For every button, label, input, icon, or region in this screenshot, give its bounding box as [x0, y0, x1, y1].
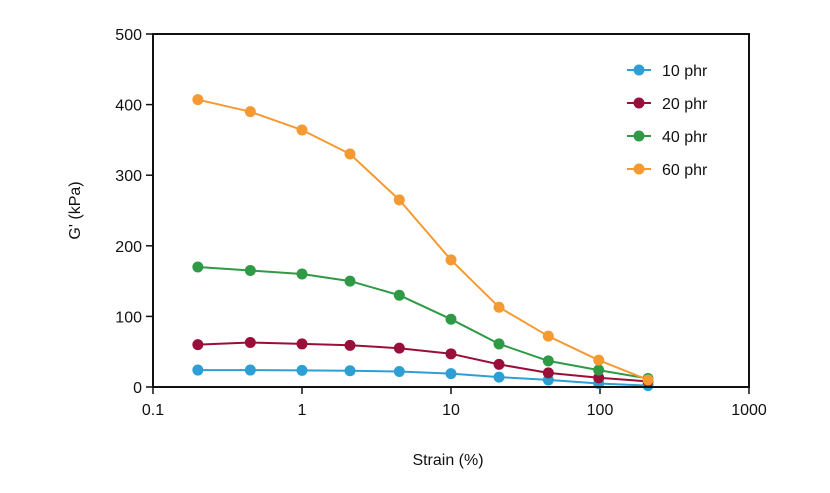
legend-label: 10 phr — [662, 63, 708, 80]
data-point — [593, 364, 605, 376]
legend-label: 20 phr — [662, 96, 708, 113]
data-point — [445, 254, 457, 266]
data-point — [493, 338, 505, 350]
y-tick-label: 100 — [115, 309, 142, 326]
series-line — [197, 98, 649, 381]
legend-label: 60 phr — [662, 162, 708, 179]
legend-item: 60 phr — [627, 162, 708, 179]
data-point — [296, 268, 308, 280]
y-tick-label: 0 — [133, 380, 142, 397]
legend-item: 40 phr — [627, 129, 708, 146]
data-point — [542, 330, 554, 342]
legend-swatch-marker — [633, 97, 645, 109]
data-point — [393, 342, 405, 354]
series-line — [197, 266, 649, 380]
x-tick-label: 0.1 — [142, 402, 164, 419]
plot-frame — [152, 33, 750, 388]
data-point — [192, 364, 204, 376]
data-point — [393, 194, 405, 206]
data-point — [593, 372, 605, 384]
data-point — [244, 106, 256, 118]
legend-label: 40 phr — [662, 129, 708, 146]
legend-item: 10 phr — [627, 63, 708, 80]
legend-swatch-marker — [633, 130, 645, 142]
y-axis-ticks: 0 100 200 300 400 500 — [115, 27, 153, 397]
y-tick-label: 200 — [115, 239, 142, 256]
data-point — [493, 301, 505, 313]
series-line — [197, 341, 649, 383]
data-point — [192, 339, 204, 351]
y-tick-label: 400 — [115, 98, 142, 115]
data-point — [493, 371, 505, 383]
data-point — [244, 265, 256, 277]
series-40-phr — [192, 261, 654, 385]
data-point — [244, 364, 256, 376]
data-point — [542, 355, 554, 367]
data-point — [445, 348, 457, 360]
series-20-phr — [192, 337, 654, 387]
data-point — [344, 275, 356, 287]
legend-swatch-marker — [633, 163, 645, 175]
data-point — [296, 338, 308, 350]
y-tick-label: 500 — [115, 27, 142, 44]
data-point — [393, 365, 405, 377]
series-layer — [192, 94, 654, 392]
data-point — [296, 364, 308, 376]
data-point — [445, 368, 457, 380]
data-point — [393, 289, 405, 301]
x-tick-label: 1 — [298, 402, 307, 419]
data-point — [344, 365, 356, 377]
x-axis-title: Strain (%) — [412, 452, 483, 469]
data-point — [244, 337, 256, 349]
data-point — [344, 339, 356, 351]
data-point — [593, 354, 605, 366]
data-point — [296, 124, 308, 136]
data-point — [344, 148, 356, 160]
x-tick-label: 1000 — [731, 402, 767, 419]
x-tick-label: 10 — [442, 402, 460, 419]
y-tick-label: 300 — [115, 168, 142, 185]
x-axis-ticks: 0.1 1 10 100 1000 — [142, 387, 767, 419]
x-tick-label: 100 — [587, 402, 614, 419]
data-point — [192, 261, 204, 273]
legend-item: 20 phr — [627, 96, 708, 113]
data-point — [445, 313, 457, 325]
series-line — [197, 369, 649, 387]
data-point — [542, 367, 554, 379]
legend-swatch-marker — [633, 64, 645, 76]
data-point — [642, 374, 654, 386]
legend: 10 phr 20 phr 40 phr 60 phr — [627, 63, 708, 179]
series-60-phr — [192, 94, 654, 386]
data-point — [493, 358, 505, 370]
data-point — [192, 94, 204, 106]
y-axis-title: G' (kPa) — [67, 181, 84, 239]
